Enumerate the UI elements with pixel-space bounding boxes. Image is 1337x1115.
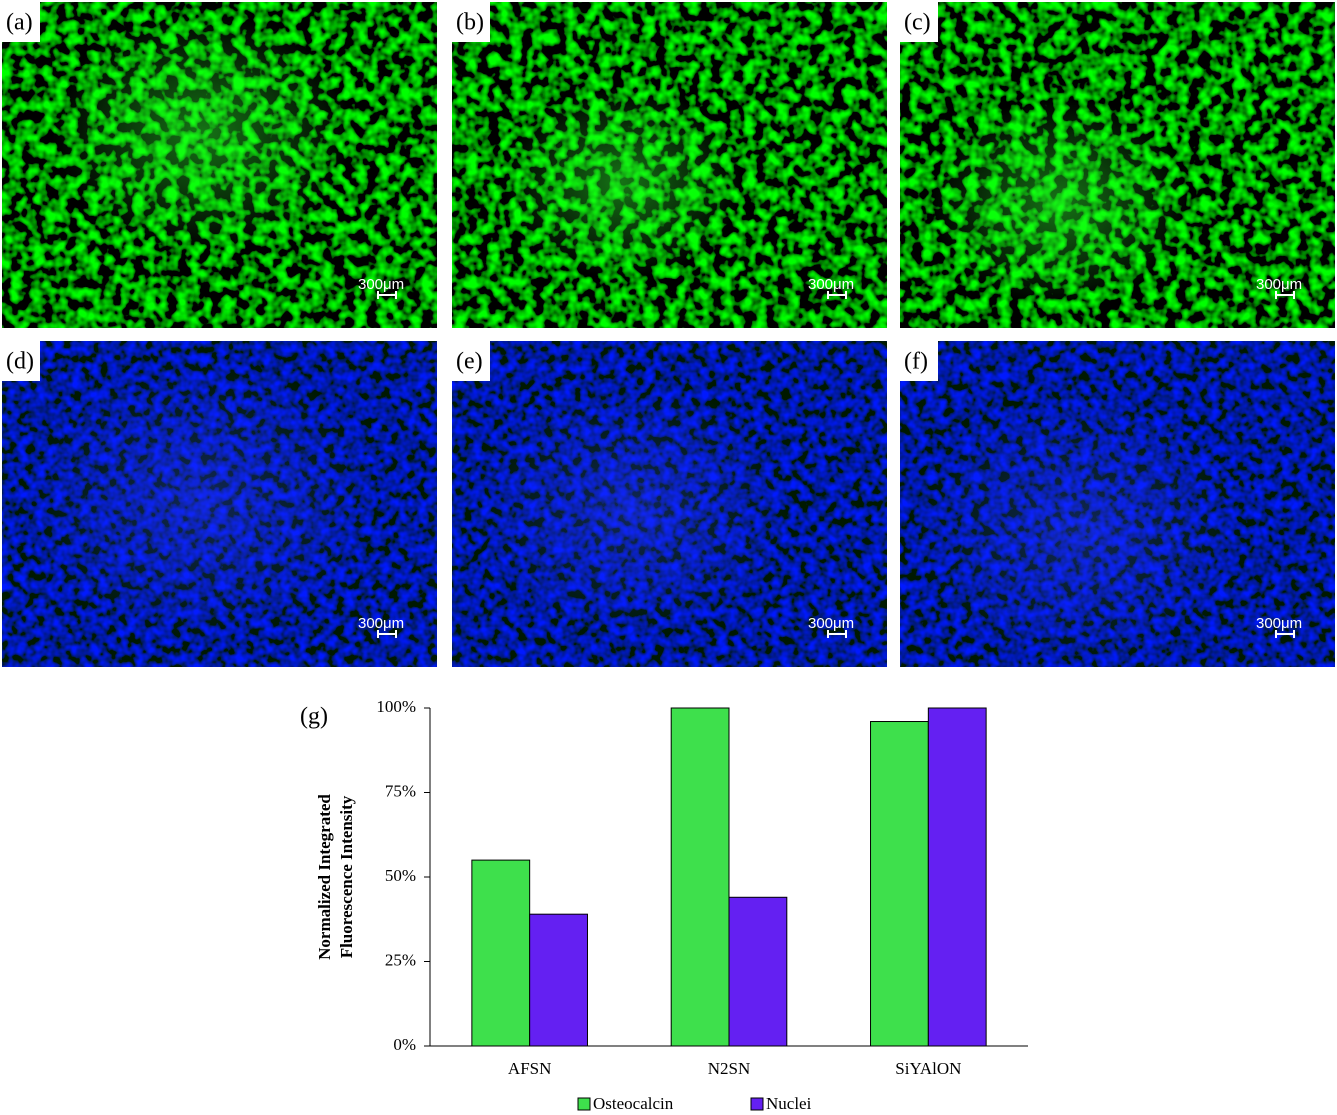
x-tick-label: SiYAlON — [895, 1059, 961, 1078]
y-axis-title: Fluorescence Intensity — [337, 795, 356, 958]
label-box — [452, 341, 490, 381]
y-tick-label: 50% — [385, 866, 416, 885]
panel-label: (e) — [456, 349, 483, 375]
legend-label: Nuclei — [766, 1094, 812, 1113]
y-axis-title: Normalized Integrated — [315, 794, 334, 960]
scale-bar — [827, 291, 847, 299]
panel-label: (c) — [904, 10, 931, 36]
bright-region — [22, 357, 382, 645]
y-tick-label: 100% — [376, 697, 416, 716]
bar — [529, 913, 588, 1047]
label-box — [452, 2, 490, 42]
y-tick-label: 75% — [385, 781, 416, 800]
panel-label: (f) — [904, 349, 928, 375]
label-box — [2, 2, 40, 42]
scale-label: 300μm — [358, 615, 404, 632]
scale-bar — [1275, 291, 1295, 299]
legend-swatch — [750, 1097, 764, 1111]
bright-region — [472, 383, 792, 639]
scale-label: 300μm — [358, 276, 404, 293]
legend-swatch — [577, 1097, 591, 1111]
legend-label: Osteocalcin — [593, 1094, 674, 1113]
scale-bar — [377, 630, 397, 638]
x-tick-label: AFSN — [508, 1059, 551, 1078]
scale-label: 300μm — [1256, 276, 1302, 293]
panel-label: (d) — [6, 349, 34, 375]
panel-label: (a) — [6, 10, 33, 36]
bar — [471, 859, 531, 1047]
bright-region — [930, 98, 1190, 306]
label-box — [900, 2, 938, 42]
panel-label: (b) — [456, 10, 484, 36]
scale-label: 300μm — [1256, 615, 1302, 632]
bar — [728, 896, 788, 1047]
scale-bar — [827, 630, 847, 638]
y-tick-label: 0% — [393, 1035, 416, 1054]
bright-region — [502, 86, 742, 278]
x-tick-label: N2SN — [708, 1059, 751, 1078]
bar — [927, 707, 987, 1047]
scale-label: 300μm — [808, 276, 854, 293]
scale-label: 300μm — [808, 615, 854, 632]
chart-panel-label: (g) — [300, 704, 328, 730]
bright-region — [52, 12, 352, 252]
scale-bar — [1275, 630, 1295, 638]
bar — [670, 707, 730, 1047]
label-box — [2, 341, 40, 381]
bar — [870, 721, 929, 1047]
bright-region — [910, 395, 1250, 667]
label-box — [900, 341, 938, 381]
y-tick-label: 25% — [385, 950, 416, 969]
scale-bar — [377, 291, 397, 299]
